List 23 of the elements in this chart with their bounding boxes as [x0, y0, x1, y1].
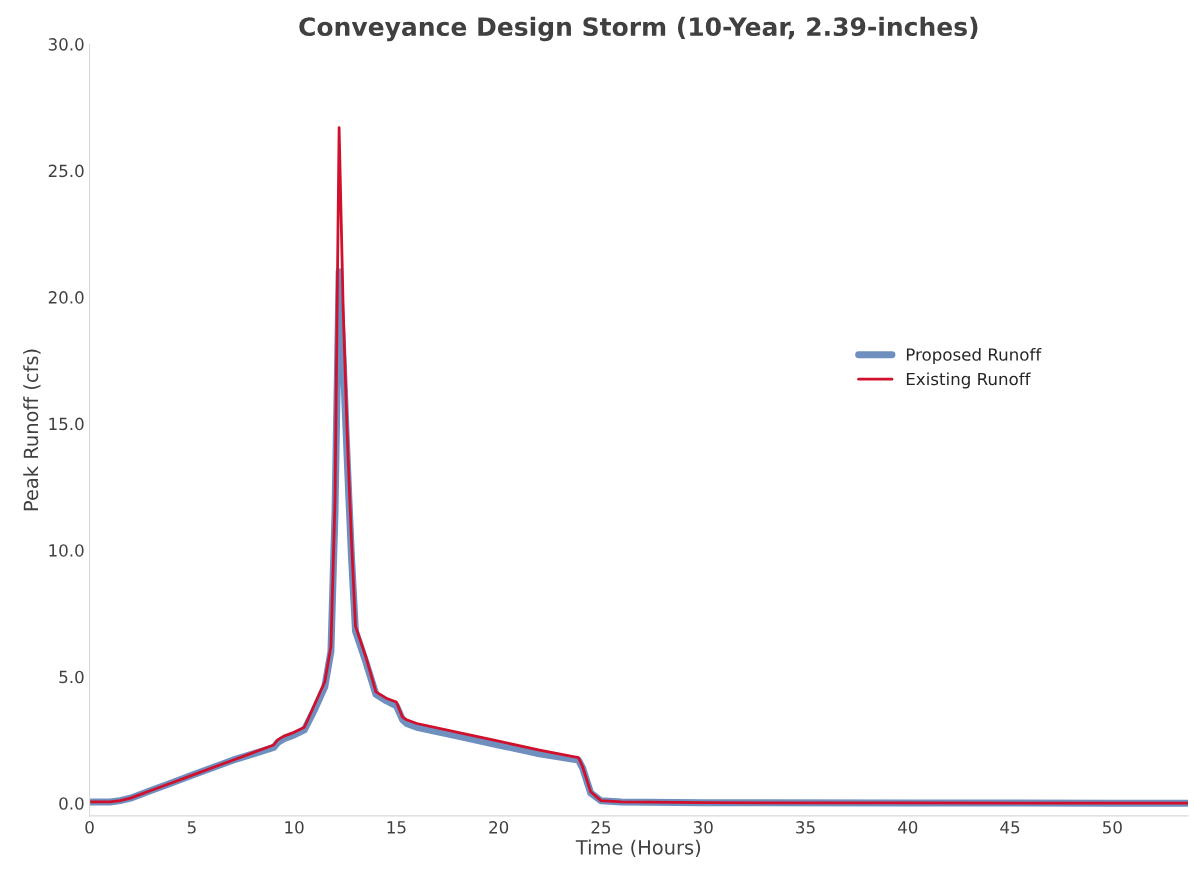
- x-tick-label: 15: [387, 821, 406, 834]
- y-tick-label: 5.0: [59, 670, 84, 684]
- y-tick-label: 30.0: [48, 38, 84, 51]
- y-tick-label: 25.0: [48, 164, 84, 178]
- y-tick-label: 20.0: [48, 291, 84, 304]
- x-tick-label: 5: [187, 821, 196, 834]
- chart-title: Conveyance Design Storm (10-Year, 2.39-inches): [299, 16, 978, 42]
- legend-label: Existing Runoff: [906, 372, 1031, 389]
- x-tick-label: 40: [898, 821, 918, 834]
- y-tick-label: 10.0: [49, 544, 84, 557]
- x-axis-title: Time (Hours): [575, 839, 701, 857]
- y-tick-label: 15.0: [49, 417, 84, 431]
- x-tick-label: 45: [1000, 821, 1020, 834]
- legend-label: Proposed Runoff: [906, 347, 1042, 365]
- x-tick-label: 35: [796, 821, 815, 834]
- x-tick-label: 50: [1103, 821, 1122, 834]
- y-tick-label: 0.0: [59, 797, 84, 810]
- x-tick-label: 25: [591, 821, 611, 834]
- x-tick-label: 30: [693, 821, 713, 834]
- y-axis-title: Peak Runoff (cfs): [23, 349, 41, 511]
- x-tick-label: 10: [285, 821, 304, 834]
- x-tick-label: 0: [85, 821, 94, 834]
- x-tick-label: 20: [489, 821, 509, 834]
